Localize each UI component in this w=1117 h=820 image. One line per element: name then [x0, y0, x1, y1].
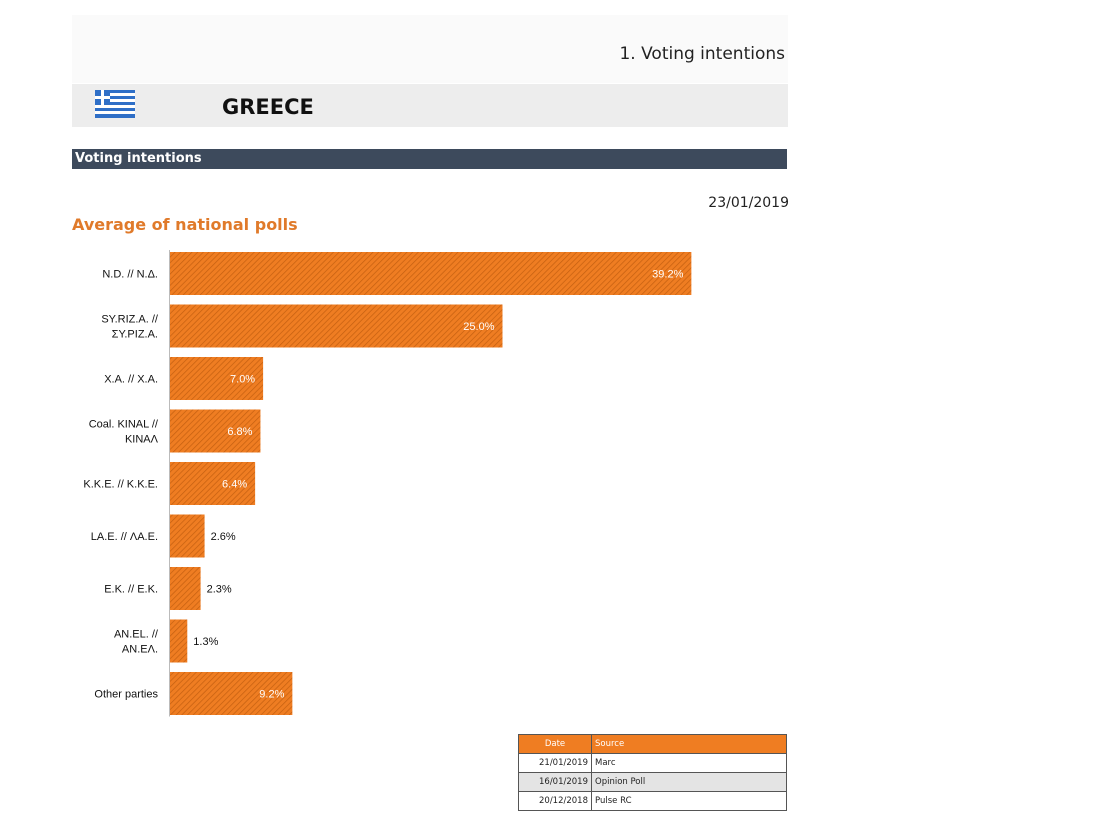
source-name: Opinion Poll [591, 772, 787, 792]
table-row: 16/01/2019 Opinion Poll [518, 772, 787, 792]
category-label: AN.EL. // [114, 629, 159, 641]
category-label: X.A. // X.A. [104, 374, 158, 386]
category-label: SY.RIZ.A. // [101, 314, 159, 326]
bar [170, 514, 205, 558]
category-label: AN.EΛ. [122, 644, 158, 656]
value-label: 6.4% [222, 479, 247, 491]
category-label: E.K. // E.K. [104, 584, 158, 596]
value-label: 2.6% [211, 531, 236, 543]
section-bar: Voting intentions [72, 149, 787, 169]
section-bar-label: Voting intentions [75, 151, 202, 166]
bar [170, 252, 692, 295]
value-label: 9.2% [259, 689, 284, 701]
source-name: Pulse RC [591, 791, 787, 811]
bar [170, 409, 261, 453]
category-label: K.K.E. // K.K.E. [83, 479, 158, 491]
value-label: 1.3% [193, 636, 218, 648]
category-label: Other parties [94, 689, 158, 701]
source-name: Marc [591, 753, 787, 773]
value-label: 39.2% [652, 269, 683, 281]
date-column-header: Date [518, 734, 592, 754]
sources-header-row: Date Source [518, 734, 787, 754]
section-title: 1. Voting intentions [619, 44, 785, 64]
chart-title: Average of national polls [72, 215, 298, 234]
source-date: 21/01/2019 [518, 753, 592, 773]
table-row: 21/01/2019 Marc [518, 753, 787, 773]
poll-date: 23/01/2019 [708, 195, 789, 211]
bar [170, 672, 293, 715]
header-band [72, 15, 788, 83]
bar [170, 357, 264, 400]
source-date: 16/01/2019 [518, 772, 592, 792]
bar-chart: N.D. // N.Δ. 39.2% SY.RIZ.A. // ΣY.PIZ.A. 25… [83, 250, 692, 717]
category-label: KINAΛ [125, 434, 159, 446]
bar [170, 619, 188, 663]
bar [170, 567, 201, 610]
source-column-header: Source [591, 734, 787, 754]
value-label: 7.0% [230, 374, 255, 386]
category-label: N.D. // N.Δ. [102, 269, 158, 281]
country-band [72, 84, 788, 127]
bar [170, 462, 256, 505]
category-label: ΣY.PIZ.A. [112, 329, 158, 341]
category-label: Coal. KINAL // [89, 419, 159, 431]
country-name: GREECE [222, 95, 314, 119]
category-label: LA.E. // ΛA.E. [91, 531, 158, 543]
table-row: 20/12/2018 Pulse RC [518, 791, 787, 811]
bar [170, 304, 503, 348]
value-label: 25.0% [463, 321, 494, 333]
value-label: 6.8% [227, 426, 252, 438]
source-date: 20/12/2018 [518, 791, 592, 811]
sources-table: Date Source 21/01/2019 Marc 16/01/2019 O… [518, 734, 787, 811]
value-label: 2.3% [207, 584, 232, 596]
greek-flag-icon [95, 90, 135, 118]
